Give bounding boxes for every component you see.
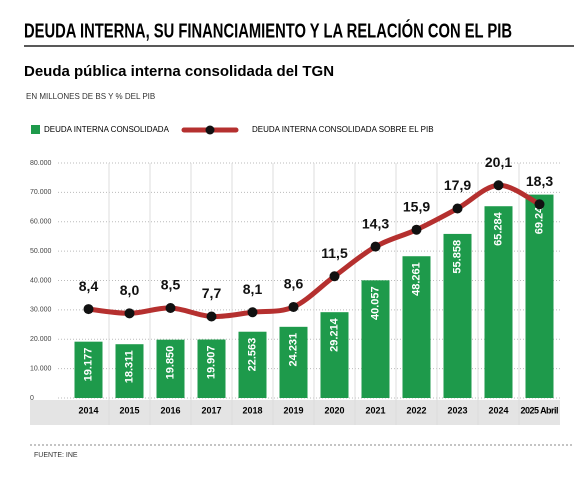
bar	[443, 233, 472, 398]
bar	[279, 326, 308, 398]
x-tick-label: 2025 Abril	[521, 405, 559, 415]
bar	[74, 341, 103, 398]
bar-value-label: 65.284	[492, 211, 504, 246]
line-marker	[247, 307, 258, 318]
bar	[320, 312, 349, 398]
y-tick-label: 70.000	[30, 189, 52, 196]
x-tick-label: 2016	[160, 405, 180, 415]
line-value-label: 18,3	[526, 173, 553, 189]
bar-value-label: 18.311	[123, 350, 135, 383]
y-tick-label: 60.000	[30, 219, 52, 226]
y-tick-label: 30.000	[30, 307, 52, 314]
bar-value-label: 24.231	[287, 333, 299, 367]
x-tick-label: 2021	[365, 405, 385, 415]
line-value-label: 8,4	[79, 278, 99, 294]
line-value-label: 8,5	[161, 277, 181, 293]
line-value-label: 20,1	[485, 154, 512, 170]
bar-value-label: 19.177	[82, 348, 94, 382]
bar-value-label: 29.214	[328, 317, 340, 352]
bar-value-label: 69.240	[533, 201, 545, 235]
line-marker	[534, 199, 545, 210]
bar-value-label: 19.850	[164, 346, 176, 380]
line-value-label: 7,7	[202, 285, 222, 301]
line-value-label: 8,6	[284, 276, 304, 292]
line-value-label: 8,1	[243, 281, 263, 297]
chart-title: Deuda pública interna consolidada del TG…	[24, 63, 334, 80]
x-tick-label: 2019	[283, 405, 303, 415]
line-value-label: 17,9	[444, 177, 471, 193]
x-tick-label: 2014	[78, 405, 98, 415]
line-value-label: 14,3	[362, 215, 389, 231]
x-tick-label: 2024	[488, 405, 508, 415]
y-tick-label: 80.000	[30, 160, 52, 167]
x-tick-label: 2017	[201, 405, 221, 415]
y-tick-label: 10.000	[30, 365, 52, 372]
line-value-label: 8,0	[120, 282, 140, 298]
line-value-label: 15,9	[403, 198, 430, 214]
y-tick-label: 40.000	[30, 277, 52, 284]
header-title: DEUDA INTERNA, SU FINANCIAMIENTO Y LA RE…	[24, 18, 512, 42]
bar-value-label: 22.563	[246, 338, 258, 372]
legend-label: DEUDA INTERNA CONSOLIDADA	[44, 125, 170, 134]
bar	[361, 280, 390, 398]
bar-value-label: 19.907	[205, 346, 217, 380]
line-marker	[370, 241, 381, 252]
category-band	[30, 400, 560, 425]
line-marker	[288, 301, 299, 312]
source: FUENTE: INE	[34, 452, 78, 459]
bar	[115, 344, 144, 398]
line-value-label: 11,5	[321, 245, 348, 261]
line-marker	[493, 180, 504, 191]
bar	[525, 194, 554, 398]
legend-label: DEUDA INTERNA CONSOLIDADA SOBRE EL PIB	[252, 125, 434, 134]
bar	[484, 206, 513, 398]
legend-marker	[205, 125, 215, 135]
y-tick-label: 0	[30, 395, 34, 402]
bar-value-label: 48.261	[410, 262, 422, 296]
bar-value-label: 40.057	[369, 286, 381, 320]
y-tick-label: 50.000	[30, 248, 52, 255]
bar	[156, 339, 185, 398]
x-tick-label: 2023	[447, 405, 467, 415]
chart-subtitle: EN MILLONES DE BS Y % DEL PIB	[26, 92, 155, 101]
line-marker	[165, 303, 176, 314]
line-marker	[452, 203, 463, 214]
y-tick-label: 20.000	[30, 336, 52, 343]
line-marker	[124, 308, 135, 319]
bar	[402, 256, 431, 398]
line-marker	[411, 224, 422, 235]
x-tick-label: 2015	[119, 405, 139, 415]
bar-value-label: 55.858	[451, 240, 463, 274]
x-tick-label: 2018	[242, 405, 262, 415]
x-tick-label: 2020	[324, 405, 344, 415]
bar	[238, 331, 267, 398]
line-marker	[206, 311, 217, 322]
legend-swatch	[31, 125, 40, 134]
line-marker	[329, 271, 340, 282]
x-tick-label: 2022	[406, 405, 426, 415]
line-marker	[83, 304, 94, 315]
bar	[197, 339, 226, 398]
